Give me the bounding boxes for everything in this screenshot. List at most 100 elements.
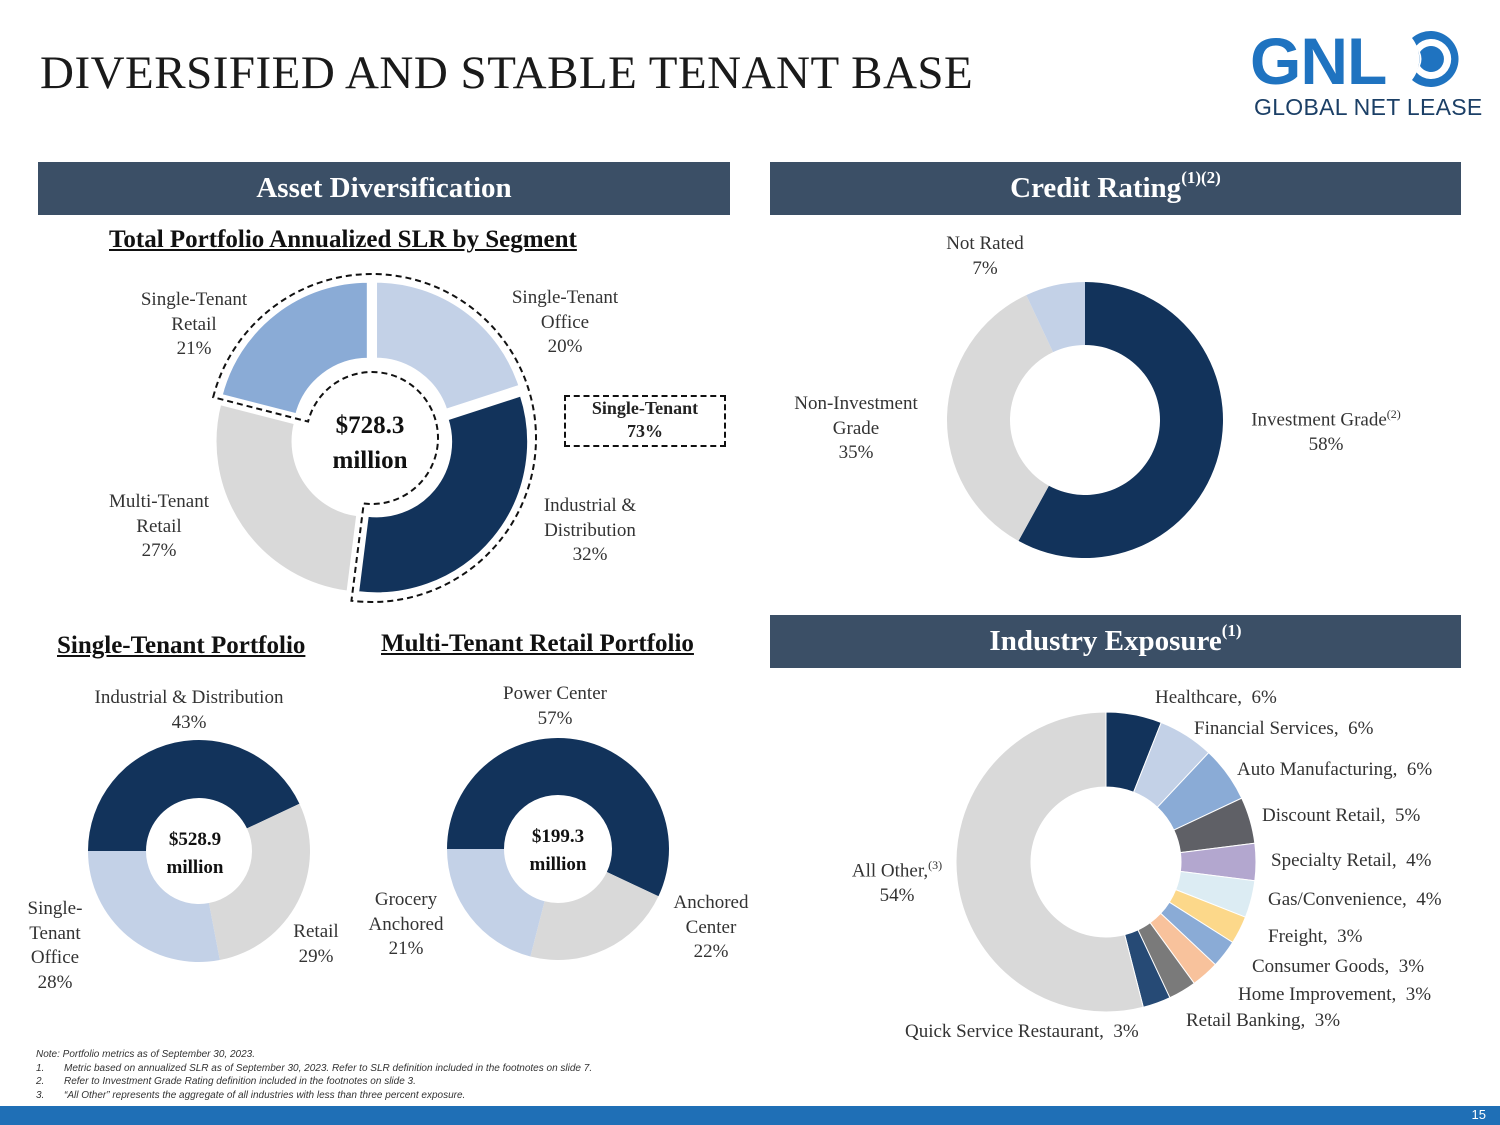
single-tenant-heading: Single-Tenant Portfolio <box>57 632 306 659</box>
industry-name: Specialty Retail, <box>1271 850 1397 871</box>
slice-label-not-rated: Not Rated 7% <box>946 232 1024 281</box>
multi-slice-2 <box>447 849 545 957</box>
logo-swirl-icon <box>1412 31 1459 87</box>
industry-label-all-other: All Other,(3) 54% <box>852 853 942 908</box>
slice-name: Distribution <box>544 519 636 541</box>
industry-name: All Other, <box>851 860 929 882</box>
industry-name: Retail Banking, <box>1186 1010 1306 1031</box>
slice-label-grocery-anchored: Grocery Anchored 21% <box>369 888 444 962</box>
logo-text: GNL <box>1250 24 1387 98</box>
footnote-text: Refer to Investment Grade Rating definit… <box>64 1076 416 1088</box>
slice-value: 43% <box>171 711 207 733</box>
slice-label-investment-grade: Investment Grade(2) 58% <box>1251 402 1401 457</box>
industry-label: Specialty Retail, 4% <box>1271 849 1431 873</box>
credit-slice-2 <box>1026 282 1085 353</box>
slice-name: Grade <box>832 417 880 439</box>
callout-value: 73% <box>627 421 663 441</box>
logo-subtitle: GLOBAL NET LEASE <box>1254 94 1483 120</box>
banner-title: Credit Rating <box>1010 172 1182 204</box>
footnote-number: 3. <box>36 1089 45 1101</box>
industry-label: Retail Banking, 3% <box>1186 1009 1340 1033</box>
total-portfolio-heading: Total Portfolio Annualized SLR by Segmen… <box>109 226 577 253</box>
industry-value: 3% <box>1113 1021 1139 1042</box>
industry-value: 4% <box>1406 850 1432 871</box>
multi-slice-0 <box>447 738 670 897</box>
industry-value: 5% <box>1394 805 1421 826</box>
footnotes: Note: Portfolio metrics as of September … <box>36 1048 592 1102</box>
industry-label: Financial Services, 6% <box>1194 717 1373 741</box>
single-slice-1 <box>208 803 310 961</box>
single-tenant-group-outline <box>211 273 537 603</box>
note-line: Note: Portfolio metrics as of September … <box>36 1049 255 1060</box>
slice-name: Office <box>30 947 80 968</box>
slice-value: 28% <box>37 971 73 993</box>
credit-slice-0 <box>1018 282 1224 558</box>
industry-label: Quick Service Restaurant, 3% <box>905 1020 1139 1044</box>
slice-label-st-office: Single-Tenant Office 20% <box>512 286 618 360</box>
industry-value: 4% <box>1416 889 1442 910</box>
industry-label: Auto Manufacturing, 6% <box>1237 758 1432 782</box>
slice-label-anchored-center: Anchored Center 22% <box>674 891 749 965</box>
slice-value: 29% <box>298 945 334 967</box>
industry-name: Healthcare, <box>1155 687 1243 708</box>
total-slice-0 <box>374 279 522 413</box>
single-slice-0 <box>88 740 300 851</box>
slice-footnote: (2) <box>1386 407 1401 421</box>
slice-label-non-investment: Non-Investment Grade 35% <box>794 392 917 466</box>
slice-value: 27% <box>141 540 177 561</box>
slice-name: Tenant <box>29 922 81 944</box>
total-slice-2 <box>213 401 360 594</box>
industry-label: Gas/Convenience, 4% <box>1268 888 1442 912</box>
slice-value: 7% <box>972 257 998 279</box>
industry-name: Freight, <box>1268 926 1328 947</box>
slice-name: Single- <box>27 898 83 919</box>
banner-footnote: (1)(2) <box>1181 168 1221 187</box>
industry-label: Discount Retail, 5% <box>1262 804 1420 828</box>
industry-exposure-banner: Industry Exposure(1) <box>770 615 1461 668</box>
slice-value: 22% <box>693 941 729 962</box>
slice-label-industrial: Industrial & Distribution 32% <box>544 494 636 568</box>
single-tenant-callout: Single-Tenant 73% <box>564 395 726 447</box>
slice-label-power-center: Power Center 57% <box>503 682 607 731</box>
slice-name: Anchored <box>673 892 749 913</box>
slice-name: Single-Tenant <box>140 289 248 310</box>
industry-footnote: (3) <box>928 858 943 872</box>
industry-name: Financial Services, <box>1194 718 1339 739</box>
callout-title: Single-Tenant <box>591 398 699 418</box>
industry-name: Auto Manufacturing, <box>1237 759 1398 780</box>
industry-value: 54% <box>879 884 915 906</box>
industry-name: Consumer Goods, <box>1252 956 1390 977</box>
industry-value: 6% <box>1406 759 1433 780</box>
credit-rating-banner: Credit Rating(1)(2) <box>770 162 1461 215</box>
industry-name: Quick Service Restaurant, <box>905 1021 1104 1042</box>
industry-value: 3% <box>1398 956 1425 977</box>
slice-name: Non-Investment <box>794 393 918 414</box>
slice-value: 57% <box>537 707 573 729</box>
industry-value: 3% <box>1337 926 1363 947</box>
industry-label: Freight, 3% <box>1268 925 1362 949</box>
slice-name: Retail <box>293 921 339 942</box>
center-amount: $199.3 <box>531 826 585 847</box>
slice-value: 20% <box>547 336 583 357</box>
slice-name: Anchored <box>368 913 444 935</box>
total-slice-1 <box>355 392 531 596</box>
footnote-number: 2. <box>36 1076 45 1088</box>
credit-slice-1 <box>947 295 1054 541</box>
slice-name: Industrial & <box>543 495 637 516</box>
slice-name: Center <box>685 916 737 938</box>
slice-name: Grocery <box>374 889 438 910</box>
banner-title: Asset Diversification <box>256 172 512 204</box>
page-number: 15 <box>1471 1107 1486 1122</box>
industry-name: Gas/Convenience, <box>1268 889 1407 910</box>
single-slice-2 <box>88 851 220 962</box>
slice-label-mt-retail: Multi-Tenant Retail 27% <box>109 490 209 564</box>
industry-slice-11 <box>955 711 1144 1013</box>
footnote-number: 1. <box>36 1062 45 1074</box>
footnote-text: Metric based on annualized SLR as of Sep… <box>64 1062 593 1074</box>
slice-name: Retail <box>171 313 217 335</box>
industry-value: 6% <box>1348 718 1374 739</box>
asset-diversification-banner: Asset Diversification <box>38 162 730 215</box>
slice-name: Retail <box>136 515 182 537</box>
slice-name: Multi-Tenant <box>109 491 209 512</box>
